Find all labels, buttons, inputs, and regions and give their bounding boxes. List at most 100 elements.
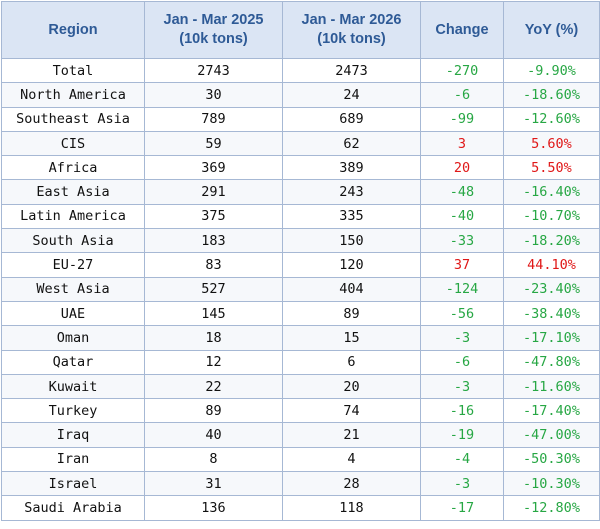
cell-q2025: 375	[144, 203, 283, 230]
header-q2025: Jan - Mar 2025 (10k tons)	[144, 1, 283, 59]
cell-yoy: -23.40%	[503, 276, 600, 302]
cell-q2025: 789	[144, 106, 283, 132]
cell-change: -3	[420, 471, 504, 497]
cell-q2026: 118	[282, 495, 421, 521]
cell-change: -99	[420, 106, 504, 132]
table-row: Africa 369 389 20 5.50%	[1, 155, 600, 181]
cell-change: -16	[420, 398, 504, 424]
cell-region: Total	[1, 57, 145, 84]
cell-q2025: 12	[144, 349, 283, 375]
cell-q2025: 527	[144, 276, 283, 302]
cell-q2026: 4	[282, 446, 421, 473]
cell-q2026: 20	[282, 373, 421, 400]
cell-q2025: 59	[144, 130, 283, 157]
cell-yoy: -38.40%	[503, 300, 600, 327]
cell-change: -270	[420, 57, 504, 84]
cell-yoy: -9.90%	[503, 57, 600, 84]
header-row: Region Jan - Mar 2025 (10k tons) Jan - Ma…	[1, 1, 600, 59]
header-change: Change	[420, 1, 504, 59]
cell-region: North America	[1, 82, 145, 108]
table-row: East Asia 291 243 -48 -16.40%	[1, 179, 600, 205]
cell-q2025: 83	[144, 252, 283, 278]
cell-q2025: 183	[144, 228, 283, 254]
table-row: Oman 18 15 -3 -17.10%	[1, 325, 600, 351]
cell-change: 3	[420, 130, 504, 157]
cell-q2026: 150	[282, 228, 421, 254]
cell-q2025: 18	[144, 325, 283, 351]
cell-q2026: 404	[282, 276, 421, 302]
table-row: CIS 59 62 3 5.60%	[1, 130, 600, 157]
cell-change: 37	[420, 252, 504, 278]
cell-region: CIS	[1, 130, 145, 157]
cell-q2025: 145	[144, 300, 283, 327]
cell-region: Kuwait	[1, 373, 145, 400]
cell-q2026: 74	[282, 398, 421, 424]
cell-region: Southeast Asia	[1, 106, 145, 132]
cell-yoy: -47.00%	[503, 422, 600, 448]
cell-yoy: 5.50%	[503, 155, 600, 181]
table-row: Israel 31 28 -3 -10.30%	[1, 471, 600, 497]
cell-change: -124	[420, 276, 504, 302]
header-yoy: YoY (%)	[503, 1, 600, 59]
cell-change: -17	[420, 495, 504, 521]
table-row: Latin America 375 335 -40 -10.70%	[1, 203, 600, 230]
cell-q2026: 2473	[282, 57, 421, 84]
cell-change: -33	[420, 228, 504, 254]
table-row: UAE 145 89 -56 -38.40%	[1, 300, 600, 327]
cell-yoy: -47.80%	[503, 349, 600, 375]
cell-change: -6	[420, 349, 504, 375]
cell-yoy: -10.70%	[503, 203, 600, 230]
cell-region: West Asia	[1, 276, 145, 302]
cell-q2026: 28	[282, 471, 421, 497]
cell-change: -3	[420, 373, 504, 400]
cell-yoy: -18.20%	[503, 228, 600, 254]
table-row: Iraq 40 21 -19 -47.00%	[1, 422, 600, 448]
cell-q2025: 2743	[144, 57, 283, 84]
table-row: Total 2743 2473 -270 -9.90%	[1, 57, 600, 84]
cell-q2026: 89	[282, 300, 421, 327]
cell-q2026: 335	[282, 203, 421, 230]
table-row: Kuwait 22 20 -3 -11.60%	[1, 373, 600, 400]
cell-q2026: 389	[282, 155, 421, 181]
cell-change: -3	[420, 325, 504, 351]
cell-q2025: 89	[144, 398, 283, 424]
cell-q2026: 243	[282, 179, 421, 205]
cell-region: South Asia	[1, 228, 145, 254]
cell-q2026: 120	[282, 252, 421, 278]
cell-q2025: 40	[144, 422, 283, 448]
header-q2026: Jan - Mar 2026 (10k tons)	[282, 1, 421, 59]
table-row: North America 30 24 -6 -18.60%	[1, 82, 600, 108]
cell-region: Qatar	[1, 349, 145, 375]
cell-yoy: -12.60%	[503, 106, 600, 132]
cell-yoy: -16.40%	[503, 179, 600, 205]
cell-change: -4	[420, 446, 504, 473]
cell-q2025: 291	[144, 179, 283, 205]
table-header: Region Jan - Mar 2025 (10k tons) Jan - Ma…	[1, 1, 600, 59]
cell-change: -6	[420, 82, 504, 108]
cell-yoy: -10.30%	[503, 471, 600, 497]
cell-change: 20	[420, 155, 504, 181]
cell-region: Oman	[1, 325, 145, 351]
cell-q2025: 8	[144, 446, 283, 473]
cell-q2025: 31	[144, 471, 283, 497]
cell-q2026: 15	[282, 325, 421, 351]
cell-q2026: 689	[282, 106, 421, 132]
cell-q2025: 369	[144, 155, 283, 181]
cell-region: Iraq	[1, 422, 145, 448]
cell-region: Latin America	[1, 203, 145, 230]
cell-yoy: -50.30%	[503, 446, 600, 473]
cell-change: -48	[420, 179, 504, 205]
cell-yoy: -17.40%	[503, 398, 600, 424]
table-row: West Asia 527 404 -124 -23.40%	[1, 276, 600, 302]
table-row: South Asia 183 150 -33 -18.20%	[1, 228, 600, 254]
cell-yoy: -18.60%	[503, 82, 600, 108]
cell-yoy: -17.10%	[503, 325, 600, 351]
cell-region: Israel	[1, 471, 145, 497]
table-row: Iran 8 4 -4 -50.30%	[1, 446, 600, 473]
cell-region: EU-27	[1, 252, 145, 278]
table-row: Qatar 12 6 -6 -47.80%	[1, 349, 600, 375]
cell-change: -19	[420, 422, 504, 448]
cell-change: -40	[420, 203, 504, 230]
cell-q2025: 30	[144, 82, 283, 108]
